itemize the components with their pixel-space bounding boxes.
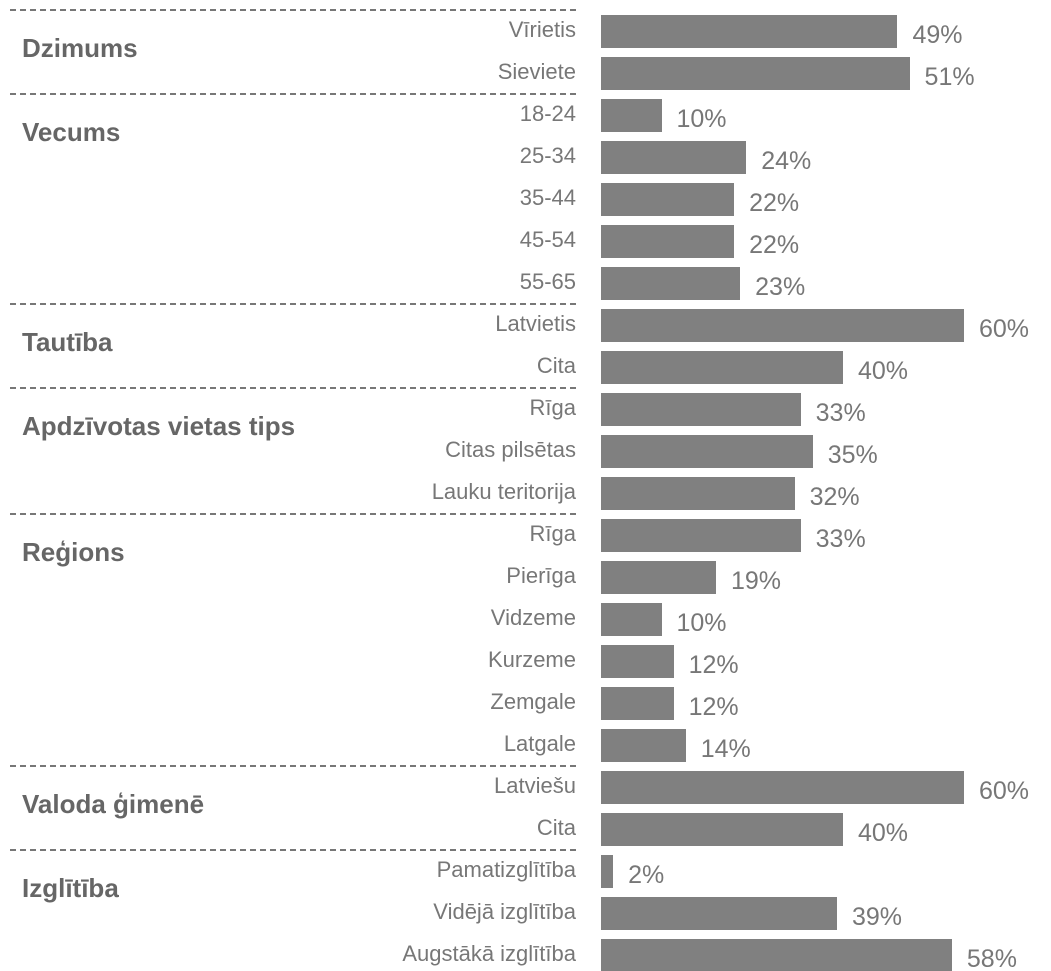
separator bbox=[10, 9, 576, 11]
value-label: 14% bbox=[700, 735, 751, 763]
value-label: 35% bbox=[827, 441, 878, 469]
value-label: 23% bbox=[755, 273, 806, 301]
bar bbox=[601, 518, 801, 552]
category-label: Latviešu bbox=[494, 773, 576, 798]
bar bbox=[601, 770, 964, 804]
bar bbox=[601, 938, 952, 971]
bar bbox=[601, 434, 813, 468]
bar bbox=[601, 560, 716, 594]
value-label: 60% bbox=[979, 777, 1030, 805]
category-label: Augstākā izglītība bbox=[402, 941, 576, 966]
category-label: Sieviete bbox=[497, 59, 576, 84]
bar bbox=[601, 14, 898, 48]
bar bbox=[601, 896, 837, 930]
value-label: 40% bbox=[858, 819, 909, 847]
group-label: Apdzīvotas vietas tips bbox=[22, 411, 296, 441]
category-label: Latgale bbox=[503, 731, 576, 756]
value-label: 2% bbox=[628, 861, 665, 889]
value-label: 10% bbox=[676, 105, 727, 133]
category-label: Vīrietis bbox=[508, 17, 576, 42]
bar bbox=[601, 308, 964, 342]
separator bbox=[10, 93, 576, 95]
value-label: 33% bbox=[815, 525, 866, 553]
value-label: 60% bbox=[979, 315, 1030, 343]
value-label: 40% bbox=[858, 357, 909, 385]
value-label: 32% bbox=[809, 483, 860, 511]
value-label: 58% bbox=[966, 945, 1017, 971]
value-label: 10% bbox=[676, 609, 727, 637]
value-label: 12% bbox=[688, 693, 739, 721]
group-label: Valoda ģimenē bbox=[22, 789, 205, 819]
bar bbox=[601, 686, 674, 720]
group-label: Izglītība bbox=[22, 873, 119, 903]
category-label: Lauku teritorija bbox=[431, 479, 576, 504]
category-label: Kurzeme bbox=[487, 647, 576, 672]
group-label: Reģions bbox=[22, 537, 125, 567]
category-label: 18-24 bbox=[519, 101, 576, 126]
separator bbox=[10, 513, 576, 515]
category-label: Vidzeme bbox=[490, 605, 576, 630]
value-label: 12% bbox=[688, 651, 739, 679]
bar bbox=[601, 266, 741, 300]
group-label: Dzimums bbox=[22, 33, 138, 63]
bar bbox=[601, 812, 843, 846]
category-label: Rīga bbox=[529, 521, 576, 546]
bar bbox=[601, 182, 735, 216]
group-label: Tautība bbox=[22, 327, 113, 357]
separator bbox=[10, 765, 576, 767]
bar bbox=[601, 476, 795, 510]
bar bbox=[601, 98, 662, 132]
separator bbox=[10, 387, 576, 389]
category-label: 45-54 bbox=[519, 227, 576, 252]
value-label: 49% bbox=[912, 21, 963, 49]
category-label: 55-65 bbox=[519, 269, 576, 294]
value-label: 22% bbox=[749, 231, 800, 259]
value-label: 33% bbox=[815, 399, 866, 427]
category-label: Cita bbox=[536, 353, 576, 378]
bar bbox=[601, 392, 801, 426]
separator bbox=[10, 849, 576, 851]
value-label: 39% bbox=[851, 903, 902, 931]
value-label: 19% bbox=[730, 567, 781, 595]
bar bbox=[601, 602, 662, 636]
category-label: 25-34 bbox=[519, 143, 576, 168]
bar bbox=[601, 140, 747, 174]
separator bbox=[10, 303, 576, 305]
group-label: Vecums bbox=[22, 117, 121, 147]
bar bbox=[601, 728, 686, 762]
bar bbox=[601, 350, 843, 384]
bar bbox=[601, 56, 910, 90]
value-label: 51% bbox=[924, 63, 975, 91]
bar bbox=[601, 854, 614, 888]
category-label: Vidējā izglītība bbox=[433, 899, 576, 924]
category-label: Zemgale bbox=[490, 689, 576, 714]
category-label: Cita bbox=[536, 815, 576, 840]
bar bbox=[601, 644, 674, 678]
category-label: 35-44 bbox=[519, 185, 576, 210]
category-label: Rīga bbox=[529, 395, 576, 420]
category-label: Latvietis bbox=[495, 311, 576, 336]
value-label: 22% bbox=[749, 189, 800, 217]
bar bbox=[601, 224, 735, 258]
category-label: Pierīga bbox=[506, 563, 576, 588]
category-label: Citas pilsētas bbox=[445, 437, 576, 462]
category-label: Pamatizglītība bbox=[436, 857, 576, 882]
value-label: 24% bbox=[761, 147, 812, 175]
